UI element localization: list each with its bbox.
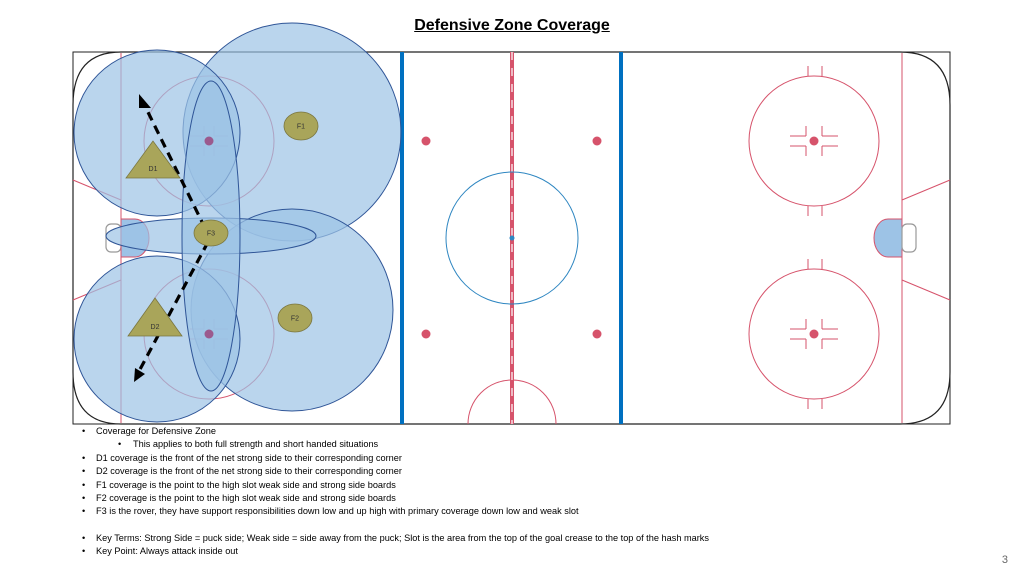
player-d2-label: D2 bbox=[151, 324, 160, 331]
spacer bbox=[80, 519, 980, 532]
faceoff-dot bbox=[204, 329, 214, 339]
player-f3: F3 bbox=[193, 219, 229, 247]
player-f3-label: F3 bbox=[207, 231, 215, 238]
right-goal-net bbox=[901, 223, 917, 253]
player-f2: F2 bbox=[277, 303, 313, 333]
neutral-dot bbox=[592, 136, 602, 146]
note-subitem: This applies to both full strength and s… bbox=[80, 438, 980, 452]
player-d2: D2 bbox=[127, 297, 183, 337]
player-f1: F1 bbox=[283, 111, 319, 141]
d2-movement-arrow bbox=[135, 241, 210, 376]
key-point-note: Key Point: Always attack inside out bbox=[80, 545, 980, 559]
note-item: F3 is the rover, they have support respo… bbox=[80, 505, 980, 519]
d2-arrowhead bbox=[134, 368, 145, 382]
note-item: F1 coverage is the point to the high slo… bbox=[80, 479, 980, 493]
player-f2-label: F2 bbox=[291, 316, 299, 323]
neutral-dot bbox=[421, 329, 431, 339]
players: F1 D1 F3 F2 D2 bbox=[125, 111, 319, 337]
note-item: Coverage for Defensive Zone bbox=[80, 425, 980, 439]
neutral-dot bbox=[592, 329, 602, 339]
faceoff-dot bbox=[809, 136, 819, 146]
note-item: D1 coverage is the front of the net stro… bbox=[80, 452, 980, 466]
page-number: 3 bbox=[1001, 554, 1008, 566]
key-terms-note: Key Terms: Strong Side = puck side; Weak… bbox=[80, 532, 980, 546]
player-d1-label: D1 bbox=[149, 166, 158, 173]
neutral-zone bbox=[400, 52, 819, 424]
faceoff-dot bbox=[204, 136, 214, 146]
right-goal bbox=[873, 218, 917, 258]
center-dot bbox=[509, 235, 515, 241]
note-item: D2 coverage is the front of the net stro… bbox=[80, 465, 980, 479]
notes-list: Coverage for Defensive Zone This applies… bbox=[80, 425, 980, 559]
player-d1: D1 bbox=[125, 140, 181, 179]
player-f1-label: F1 bbox=[297, 124, 305, 131]
coverage-zones bbox=[73, 22, 402, 423]
slide-title: Defensive Zone Coverage bbox=[414, 17, 610, 34]
right-goal-crease bbox=[873, 218, 903, 258]
center-circle bbox=[445, 171, 579, 305]
faceoff-dot bbox=[809, 329, 819, 339]
movement-arrows bbox=[135, 99, 210, 376]
note-item: F2 coverage is the point to the high slo… bbox=[80, 492, 980, 506]
d1-arrowhead bbox=[139, 94, 151, 108]
d1-movement-arrow bbox=[140, 99, 207, 229]
right-top-faceoff-circle bbox=[748, 75, 880, 207]
right-bottom-faceoff-circle bbox=[748, 268, 880, 400]
neutral-dot bbox=[421, 136, 431, 146]
